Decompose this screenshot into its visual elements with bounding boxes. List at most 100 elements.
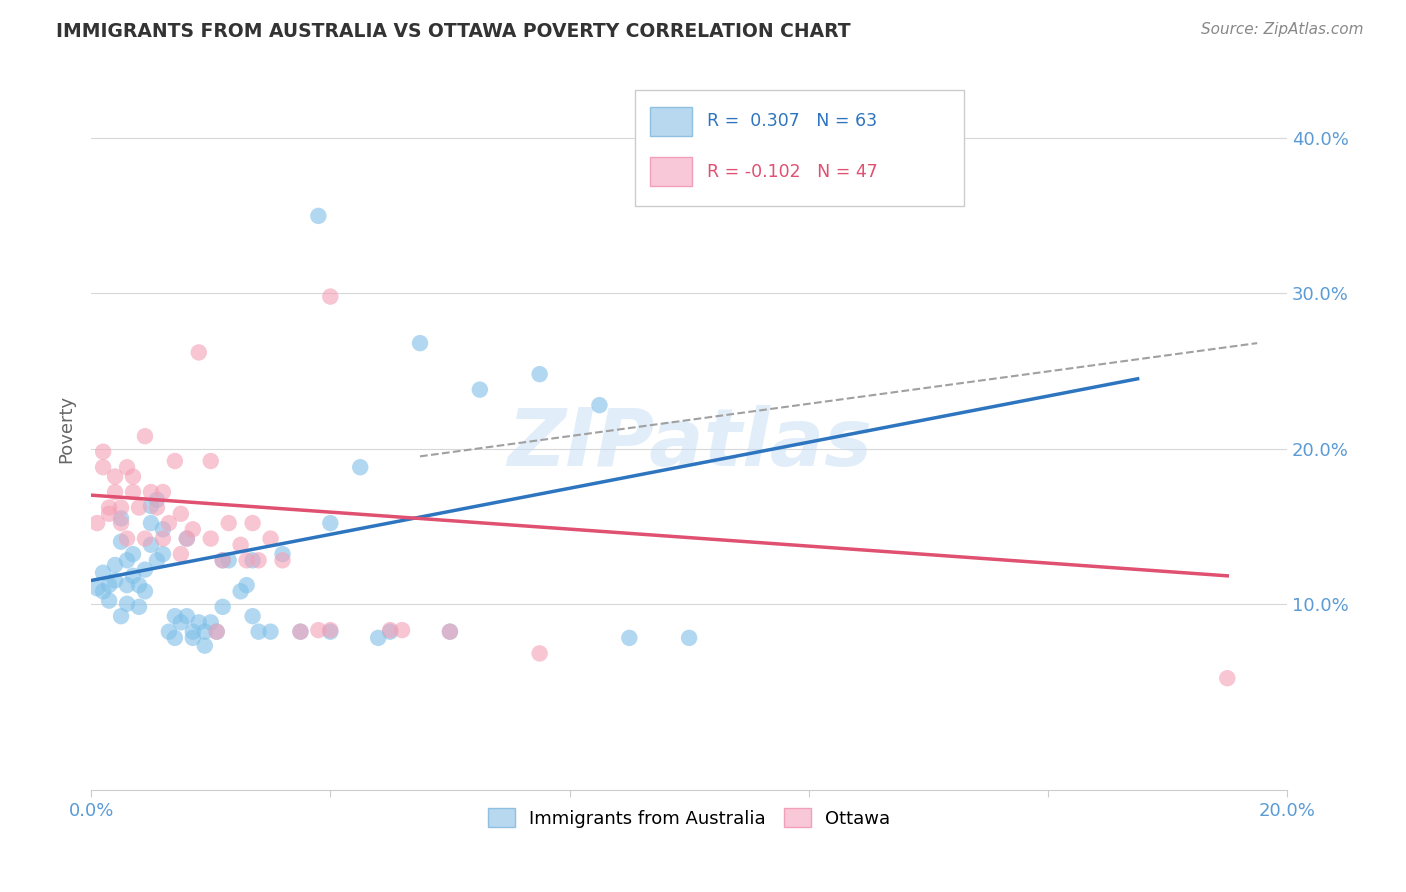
Point bbox=[194, 624, 217, 639]
Text: R =  0.307   N = 63: R = 0.307 N = 63 bbox=[707, 112, 877, 130]
Point bbox=[205, 624, 228, 639]
Point bbox=[86, 581, 108, 595]
FancyBboxPatch shape bbox=[636, 90, 965, 205]
FancyBboxPatch shape bbox=[650, 107, 692, 136]
Point bbox=[115, 597, 138, 611]
Point bbox=[235, 553, 257, 567]
Point bbox=[242, 553, 264, 567]
Point bbox=[152, 532, 174, 546]
Point bbox=[152, 522, 174, 536]
Point bbox=[181, 631, 204, 645]
Point bbox=[619, 631, 641, 645]
Point bbox=[134, 563, 156, 577]
Point bbox=[134, 584, 156, 599]
Point bbox=[200, 454, 222, 468]
Point bbox=[104, 485, 127, 500]
Point bbox=[529, 647, 551, 661]
Point bbox=[91, 584, 114, 599]
Point bbox=[115, 578, 138, 592]
Point bbox=[187, 345, 209, 359]
Point bbox=[163, 609, 186, 624]
Point bbox=[91, 566, 114, 580]
Point bbox=[110, 609, 132, 624]
Point bbox=[104, 574, 127, 588]
Point bbox=[98, 578, 121, 592]
Point bbox=[128, 578, 150, 592]
Point bbox=[247, 553, 270, 567]
Point bbox=[319, 289, 342, 303]
Point bbox=[242, 609, 264, 624]
Point bbox=[91, 444, 114, 458]
Point bbox=[409, 336, 432, 351]
Point bbox=[307, 623, 329, 637]
Point bbox=[170, 547, 193, 561]
Point bbox=[104, 469, 127, 483]
Point bbox=[176, 532, 198, 546]
Point bbox=[157, 624, 180, 639]
Point bbox=[134, 429, 156, 443]
Point bbox=[139, 485, 162, 500]
Point bbox=[235, 578, 257, 592]
FancyBboxPatch shape bbox=[650, 157, 692, 186]
Point bbox=[319, 516, 342, 530]
Point bbox=[170, 615, 193, 630]
Point bbox=[271, 547, 294, 561]
Point bbox=[98, 507, 121, 521]
Point bbox=[86, 516, 108, 530]
Point bbox=[290, 624, 312, 639]
Point bbox=[588, 398, 610, 412]
Point bbox=[319, 623, 342, 637]
Point bbox=[181, 522, 204, 536]
Legend: Immigrants from Australia, Ottawa: Immigrants from Australia, Ottawa bbox=[481, 801, 898, 835]
Text: IMMIGRANTS FROM AUSTRALIA VS OTTAWA POVERTY CORRELATION CHART: IMMIGRANTS FROM AUSTRALIA VS OTTAWA POVE… bbox=[56, 22, 851, 41]
Text: ZIPatlas: ZIPatlas bbox=[506, 405, 872, 483]
Point bbox=[271, 553, 294, 567]
Point bbox=[211, 599, 233, 614]
Y-axis label: Poverty: Poverty bbox=[58, 395, 75, 463]
Point bbox=[176, 609, 198, 624]
Point bbox=[367, 631, 389, 645]
Point bbox=[194, 639, 217, 653]
Point bbox=[91, 460, 114, 475]
Point bbox=[242, 516, 264, 530]
Point bbox=[157, 516, 180, 530]
Point bbox=[146, 553, 169, 567]
Point bbox=[128, 599, 150, 614]
Point bbox=[128, 500, 150, 515]
Point bbox=[146, 492, 169, 507]
Point bbox=[122, 547, 145, 561]
Point bbox=[104, 558, 127, 572]
Point bbox=[139, 516, 162, 530]
Point bbox=[439, 624, 461, 639]
Text: R = -0.102   N = 47: R = -0.102 N = 47 bbox=[707, 162, 877, 181]
Point bbox=[152, 485, 174, 500]
Point bbox=[211, 553, 233, 567]
Point bbox=[187, 615, 209, 630]
Point bbox=[146, 500, 169, 515]
Point bbox=[98, 500, 121, 515]
Point bbox=[139, 499, 162, 513]
Point bbox=[378, 624, 401, 639]
Point bbox=[122, 469, 145, 483]
Point bbox=[678, 631, 700, 645]
Point bbox=[319, 624, 342, 639]
Point bbox=[115, 553, 138, 567]
Text: Source: ZipAtlas.com: Source: ZipAtlas.com bbox=[1201, 22, 1364, 37]
Point bbox=[468, 383, 491, 397]
Point bbox=[200, 615, 222, 630]
Point bbox=[211, 553, 233, 567]
Point bbox=[259, 532, 281, 546]
Point bbox=[163, 454, 186, 468]
Point bbox=[170, 507, 193, 521]
Point bbox=[218, 516, 240, 530]
Point bbox=[122, 569, 145, 583]
Point bbox=[115, 532, 138, 546]
Point bbox=[163, 631, 186, 645]
Point bbox=[200, 532, 222, 546]
Point bbox=[1216, 671, 1239, 685]
Point bbox=[98, 593, 121, 607]
Point bbox=[110, 516, 132, 530]
Point bbox=[259, 624, 281, 639]
Point bbox=[181, 624, 204, 639]
Point bbox=[391, 623, 413, 637]
